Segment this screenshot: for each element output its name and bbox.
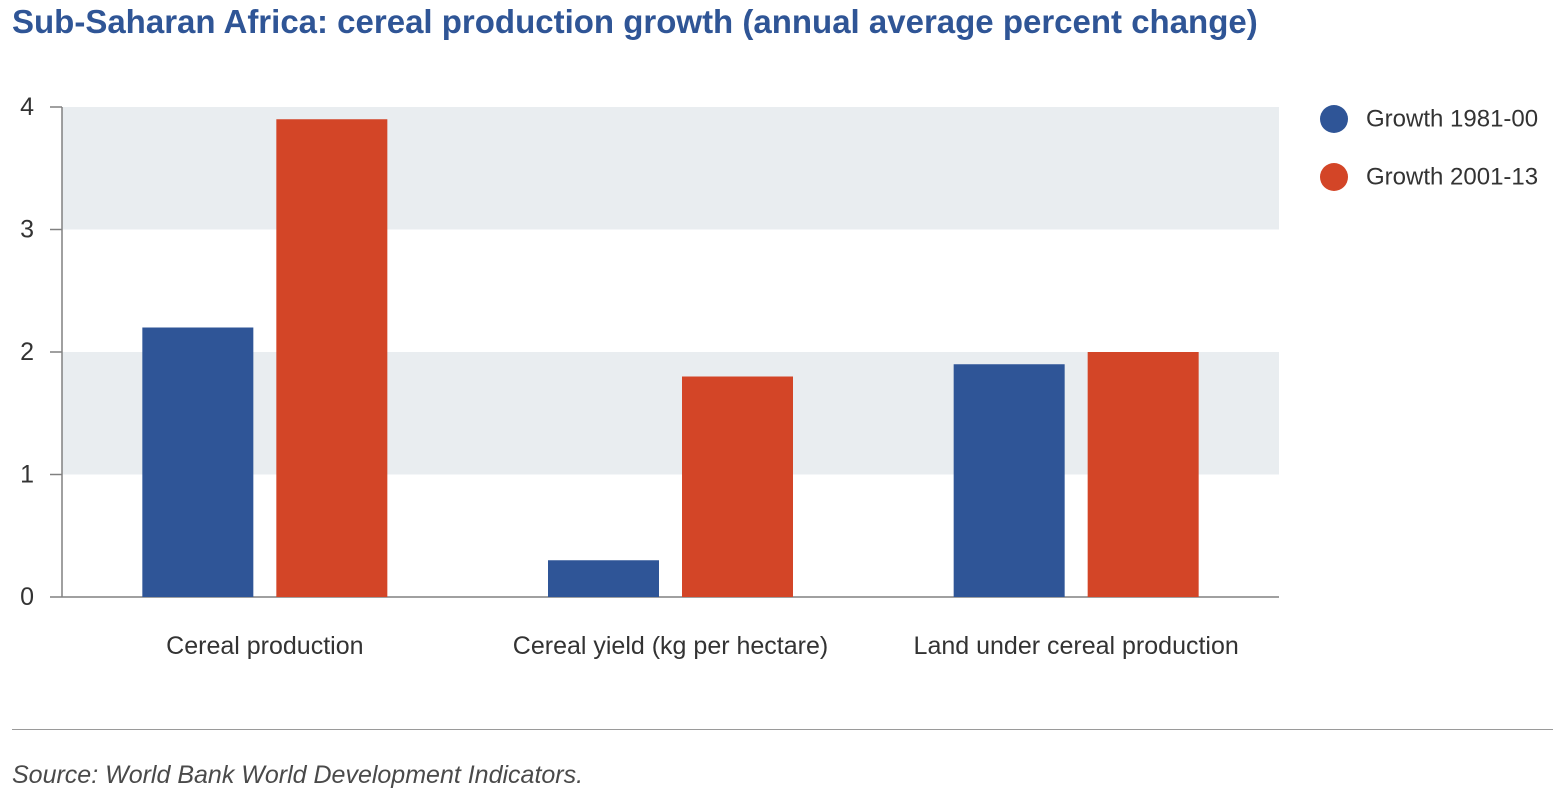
- x-tick-label: Land under cereal production: [914, 632, 1239, 660]
- legend-label: Growth 1981-00: [1366, 106, 1538, 133]
- bar-chart: 0 1 2 3 4 Cereal production Cereal yield (kg …: [20, 93, 1538, 660]
- legend-swatch: [1320, 105, 1348, 133]
- bar-growth-1981-00: [142, 327, 254, 597]
- y-tick-label: 1: [20, 461, 34, 489]
- y-axis: 0 1 2 3 4: [20, 93, 1279, 611]
- y-tick-label: 0: [20, 583, 34, 611]
- background-band: [62, 107, 1279, 230]
- bar-growth-2001-13: [682, 376, 793, 597]
- source-divider: [12, 729, 1553, 730]
- chart-title: Sub-Saharan Africa: cereal production gr…: [12, 3, 1258, 40]
- bars: [142, 119, 1199, 597]
- bar-growth-1981-00: [548, 560, 659, 597]
- background-bands: [62, 107, 1279, 475]
- x-tick-label: Cereal production: [166, 632, 363, 660]
- y-tick-label: 2: [20, 338, 34, 366]
- legend-swatch: [1320, 163, 1348, 191]
- source-note: Source: World Bank World Development Ind…: [12, 761, 584, 789]
- x-axis-labels: Cereal production Cereal yield (kg per he…: [166, 632, 1239, 660]
- legend-label: Growth 2001-13: [1366, 164, 1538, 191]
- bar-growth-2001-13: [1087, 352, 1199, 597]
- y-tick-label: 3: [20, 216, 34, 244]
- x-tick-label: Cereal yield (kg per hectare): [513, 632, 828, 660]
- bar-growth-1981-00: [953, 364, 1065, 597]
- legend: Growth 1981-00 Growth 2001-13: [1320, 105, 1538, 191]
- y-tick-label: 4: [20, 93, 34, 121]
- background-band: [62, 352, 1279, 475]
- bar-growth-2001-13: [276, 119, 388, 597]
